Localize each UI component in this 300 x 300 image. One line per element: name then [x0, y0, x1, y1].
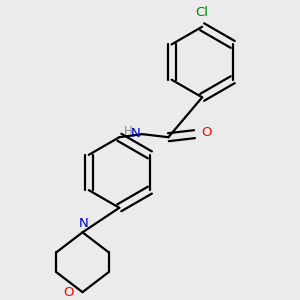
Text: O: O: [201, 126, 212, 139]
Text: H: H: [124, 125, 133, 138]
Text: O: O: [64, 286, 74, 298]
Text: N: N: [131, 127, 141, 140]
Text: Cl: Cl: [196, 6, 209, 19]
Text: N: N: [79, 217, 89, 230]
